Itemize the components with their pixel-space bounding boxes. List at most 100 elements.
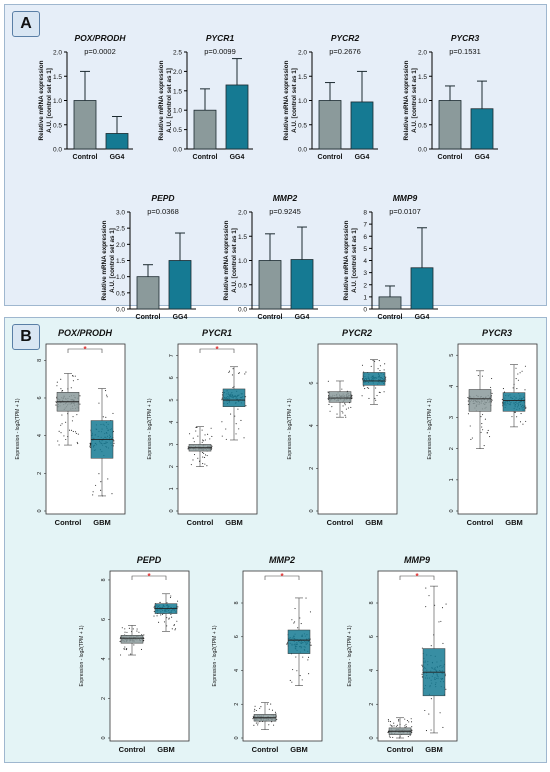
y-tick-label: 0 (101, 736, 107, 739)
y-tick-label: 1.5 (238, 234, 247, 241)
data-point (421, 676, 423, 678)
x-tick-label: GBM (505, 518, 523, 527)
y-tick-label: 0.0 (298, 147, 307, 154)
data-point (124, 631, 126, 633)
x-tick-label: Control (136, 314, 161, 321)
data-point (480, 416, 482, 418)
data-point (286, 642, 288, 644)
y-tick-label: 1.5 (173, 88, 182, 95)
bar-gg4 (470, 108, 494, 150)
y-tick-label: 7 (169, 354, 175, 357)
x-tick-label: GBM (425, 745, 443, 754)
data-point (374, 397, 376, 399)
data-point (126, 649, 128, 651)
chart-title: MMP2 (269, 555, 295, 565)
data-point (387, 731, 389, 733)
data-point (361, 364, 364, 366)
data-point (341, 410, 343, 412)
x-tick-label: Control (187, 518, 214, 527)
data-point (61, 414, 63, 416)
data-point (301, 679, 303, 681)
y-tick-label: 2.5 (116, 226, 125, 233)
significance-bracket (264, 575, 300, 580)
p-value-label: p=0.0368 (147, 207, 179, 216)
y-tick-label: 4 (309, 424, 315, 427)
data-point (65, 438, 67, 441)
x-tick-label: GG4 (110, 154, 125, 161)
data-point (162, 613, 164, 615)
significance-star: * (280, 572, 284, 581)
data-point (517, 379, 519, 381)
significance-bracket (131, 575, 167, 580)
y-axis-label: A.U. [control set as 1] (231, 228, 238, 293)
data-point (133, 644, 135, 646)
data-point (166, 602, 168, 604)
y-tick-label: 2 (169, 465, 175, 468)
data-point (136, 630, 138, 632)
x-tick-label: Control (252, 745, 279, 754)
chart-title: PYCR3 (482, 328, 512, 338)
x-tick-label: GG4 (295, 314, 310, 321)
data-point (430, 645, 432, 647)
data-point (206, 455, 208, 457)
data-point (166, 617, 168, 619)
box-chart-13: MMP9 Expression - log2(TPM + 1) 0 2 4 6 8 * Cont… (347, 555, 458, 754)
y-tick-label: 6 (363, 234, 367, 241)
data-point (253, 710, 255, 712)
data-point (482, 429, 484, 431)
data-point (331, 406, 333, 408)
data-point (295, 656, 297, 658)
x-tick-label: GG4 (355, 154, 370, 161)
data-point (245, 396, 247, 398)
x-tick-label: GG4 (475, 154, 490, 161)
panel-b-label: B (12, 324, 40, 350)
y-tick-label: 1.0 (116, 274, 125, 281)
data-point (74, 431, 77, 433)
data-point (525, 407, 527, 409)
y-axis-label: Expression - log2(TPM + 1) (427, 398, 433, 459)
data-point (102, 416, 104, 418)
box-chart-10: PYCR3 Expression - log2(TPM + 1) 0 1 2 3 4 5 Con… (427, 328, 538, 527)
data-point (55, 401, 57, 403)
data-point (398, 719, 400, 721)
x-tick-label: GBM (290, 745, 308, 754)
y-tick-label: 6 (234, 635, 240, 638)
y-tick-label: 1.5 (298, 74, 307, 81)
data-point (197, 435, 199, 437)
data-point (409, 734, 411, 736)
data-point (201, 429, 203, 431)
data-point (98, 473, 100, 475)
data-point (95, 484, 97, 486)
x-tick-label: GG4 (415, 314, 430, 321)
chart-title: MMP9 (404, 555, 430, 565)
data-point (160, 614, 162, 616)
data-point (221, 421, 223, 423)
data-point (76, 414, 78, 416)
y-tick-label: 1.5 (116, 258, 125, 265)
y-axis-label: Expression - log2(TPM + 1) (79, 625, 85, 686)
box-gbm (287, 629, 311, 654)
data-point (307, 659, 309, 661)
box-chart-11: PEPD Expression - log2(TPM + 1) 0 2 4 6 8 * Cont… (79, 555, 190, 754)
data-point (469, 425, 471, 427)
y-axis-label: A.U. [control set as 1] (411, 68, 418, 133)
data-point (124, 628, 126, 630)
y-tick-label: 0 (449, 509, 455, 512)
y-tick-label: 1.0 (298, 98, 307, 105)
plot-frame (177, 343, 258, 515)
data-point (244, 373, 246, 375)
data-point (396, 724, 399, 726)
bar-control (318, 100, 342, 150)
x-tick-label: Control (193, 154, 218, 161)
data-point (245, 371, 247, 373)
box-chart-12: MMP2 Expression - log2(TPM + 1) 0 2 4 6 8 * Cont… (212, 555, 323, 754)
significance-bracket (399, 575, 435, 580)
y-axis-label: Relative mRNA expression (283, 60, 290, 140)
data-point (174, 628, 177, 630)
data-point (254, 708, 256, 710)
data-point (170, 613, 172, 616)
data-point (408, 721, 410, 723)
y-tick-label: 2 (309, 467, 315, 470)
panel-a: A (4, 4, 547, 306)
y-tick-label: 3 (169, 443, 175, 446)
